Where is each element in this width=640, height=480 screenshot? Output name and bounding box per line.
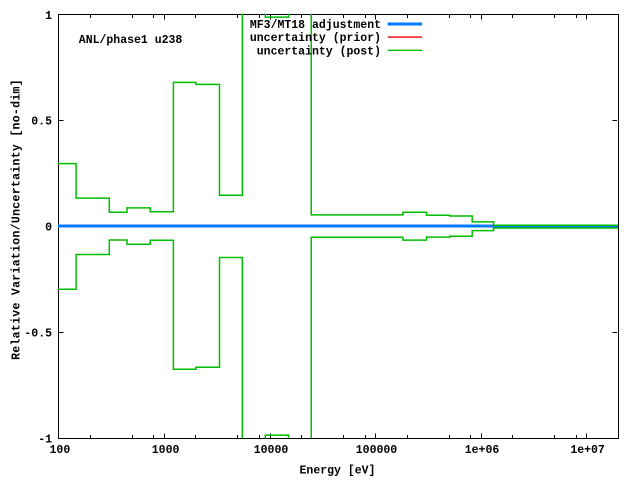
svg-text:1000: 1000 <box>152 444 180 457</box>
svg-text:-1: -1 <box>38 433 52 446</box>
svg-text:ANL/phase1 u238: ANL/phase1 u238 <box>79 34 183 47</box>
svg-text:100: 100 <box>50 444 71 457</box>
svg-text:-0.5: -0.5 <box>24 327 52 340</box>
svg-text:uncertainty (post): uncertainty (post) <box>257 45 381 58</box>
svg-text:1e+07: 1e+07 <box>570 444 605 457</box>
svg-text:MF3/MT18 adjustment: MF3/MT18 adjustment <box>250 19 381 32</box>
svg-text:0: 0 <box>45 221 52 234</box>
svg-text:uncertainty (prior): uncertainty (prior) <box>250 32 381 45</box>
svg-text:10000: 10000 <box>254 444 289 457</box>
svg-text:0.5: 0.5 <box>31 115 52 128</box>
svg-text:1: 1 <box>45 10 52 23</box>
svg-text:Energy [eV]: Energy [eV] <box>300 465 376 478</box>
svg-text:1e+06: 1e+06 <box>465 444 500 457</box>
svg-text:Relative Variation/Uncertainty: Relative Variation/Uncertainty [no-dim] <box>11 79 24 360</box>
svg-text:100000: 100000 <box>356 444 398 457</box>
